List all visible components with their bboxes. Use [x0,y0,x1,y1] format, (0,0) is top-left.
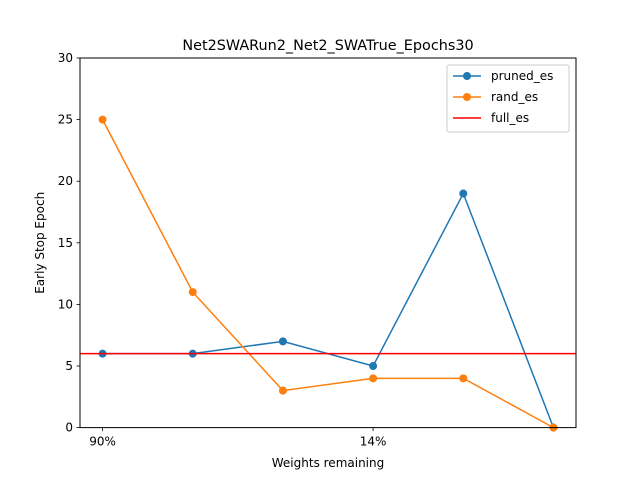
legend-marker-pruned_es [463,72,471,80]
y-tick-label-20: 20 [58,174,73,188]
y-axis-label: Early Stop Epoch [33,192,47,294]
y-tick-label-15: 15 [58,236,73,250]
x-axis: 90% 14% [89,427,387,449]
chart-title: Net2SWARun2_Net2_SWATrue_Epochs30 [182,38,473,54]
point-rand_es-3 [369,374,378,383]
legend-marker-rand_es [463,93,471,101]
y-tick-label-5: 5 [65,359,73,373]
legend-label-rand_es: rand_es [491,90,538,104]
x-axis-label: Weights remaining [272,456,384,470]
legend: pruned_es rand_es full_es [446,64,570,133]
point-rand_es-1 [188,288,197,297]
series-line-rand_es [101,119,554,429]
y-tick-label-0: 0 [65,421,73,435]
x-tick-label-0: 90% [89,435,116,449]
y-tick-label-30: 30 [58,51,73,65]
y-tick-label-10: 10 [58,297,73,311]
legend-label-full_es: full_es [491,111,529,125]
point-pruned_es-4 [459,189,468,198]
point-rand_es-4 [459,374,468,383]
point-pruned_es-3 [369,362,378,370]
legend-label-pruned_es: pruned_es [491,69,553,83]
point-rand_es-0 [98,115,107,124]
legend-box [446,64,570,133]
x-tick-label-3: 14% [360,435,387,449]
point-pruned_es-2 [278,337,287,346]
y-tick-label-25: 25 [58,113,73,127]
plot-area [80,115,576,432]
y-axis: 0 5 10 15 20 25 30 [58,51,80,435]
point-rand_es-2 [278,386,287,395]
series-line-pruned_es [102,191,555,428]
